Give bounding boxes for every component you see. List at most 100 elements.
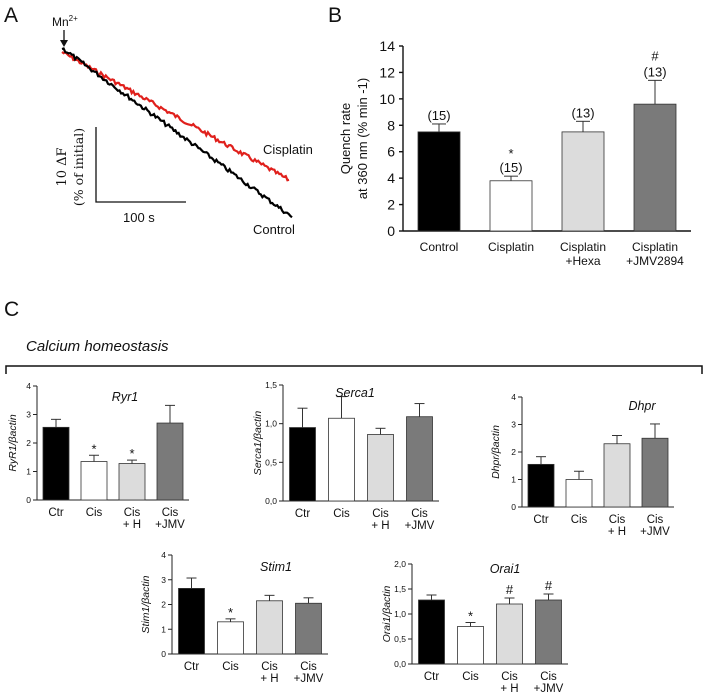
ryr1-category-label: Ctr <box>48 507 64 519</box>
quench-y-tick-label: 0 <box>387 223 395 239</box>
dhpr-title: Dhpr <box>628 399 656 413</box>
dhpr-bar <box>565 479 593 508</box>
serca1-bar <box>367 434 394 502</box>
scale-x-label: 100 s <box>123 210 155 225</box>
serca1-title: Serca1 <box>335 386 375 400</box>
control-trace <box>61 47 293 219</box>
quench-bar <box>489 180 533 232</box>
quench-y-tick-label: 2 <box>387 197 395 213</box>
ryr1-bar <box>42 426 70 501</box>
dhpr-y-label: Dhpr/βactin <box>490 425 502 479</box>
quench-count-label: (15) <box>499 160 522 175</box>
orai1-category-label: +JMV <box>534 683 564 695</box>
orai1-bar <box>535 599 562 665</box>
quench-count-label: (13) <box>643 64 666 79</box>
serca1-y-tick-label: 1,0 <box>265 419 277 429</box>
dhpr-category-label: Cis <box>571 514 588 526</box>
ryr1-y-tick-label: 0 <box>26 495 31 505</box>
orai1-y-tick-label: 0,5 <box>394 634 406 644</box>
ryr1-y-tick-label: 1 <box>26 467 31 477</box>
orai1-y-tick-label: 2,0 <box>394 559 406 569</box>
quench-y-tick-label: 14 <box>379 38 395 54</box>
orai1-category-label: Cis <box>501 671 518 683</box>
quench-y-tick-label: 12 <box>379 64 395 80</box>
serca1-category-label: Cis <box>411 508 428 520</box>
ryr1-category-label: Cis <box>162 507 179 519</box>
serca1-category-label: Ctr <box>295 508 311 520</box>
orai1-title: Orai1 <box>490 562 521 576</box>
dhpr-category-label: +JMV <box>640 526 670 538</box>
stim1-category-label: +JMV <box>294 673 324 685</box>
dhpr-y-tick-label: 0 <box>511 502 516 512</box>
quench-y-tick-label: 8 <box>387 117 395 133</box>
section-bracket <box>5 365 703 374</box>
dhpr-category-label: Cis <box>609 514 626 526</box>
mn-arrow-label: Mn2+ <box>52 14 78 29</box>
stim1-y-tick-label: 4 <box>161 550 166 560</box>
serca1-y-tick-label: 0,5 <box>265 457 277 467</box>
serca1-category-label: + H <box>371 520 389 532</box>
panel-letter-a: A <box>4 4 18 27</box>
quench-bar <box>417 131 461 232</box>
serca1-y-tick-label: 0,0 <box>265 496 277 506</box>
mn-arrow-head <box>60 40 68 47</box>
trace-label-cisplatin: Cisplatin <box>263 142 313 157</box>
panel-letter-b: B <box>328 4 342 27</box>
ryr1-y-label: RyR1/βactin <box>7 414 19 472</box>
dhpr-y-tick-label: 4 <box>511 392 516 402</box>
stim1-y-tick-label: 3 <box>161 575 166 585</box>
quench-category-label: +Hexa <box>565 254 600 268</box>
quench-y-label-2: at 360 nm (% min -1) <box>355 78 370 199</box>
stim1-y-tick-label: 1 <box>161 624 166 634</box>
orai1-y-tick-label: 0,0 <box>394 659 406 669</box>
ryr1-bar <box>80 461 108 501</box>
stim1-y-label: Stim1/βactin <box>140 575 152 633</box>
ryr1-y-tick-label: 3 <box>26 410 31 420</box>
ryr1-category-label: Cis <box>86 507 103 519</box>
orai1-significance-mark: # <box>506 582 514 597</box>
quench-count-label: (15) <box>427 108 450 123</box>
panel-letter-c: C <box>4 298 19 321</box>
quench-bar <box>561 131 605 232</box>
quench-category-label: Cisplatin <box>488 240 534 254</box>
orai1-category-label: Cis <box>462 671 479 683</box>
serca1-y-label: Serca1/βactin <box>252 411 264 476</box>
serca1-category-label: +JMV <box>405 520 435 532</box>
orai1-significance-mark: * <box>468 609 473 624</box>
ryr1-category-label: + H <box>123 519 141 531</box>
scale-y-label-1: 10 ΔF <box>55 147 70 186</box>
cisplatin-trace <box>61 50 290 182</box>
stim1-category-label: Cis <box>261 661 278 673</box>
ryr1-category-label: +JMV <box>155 519 185 531</box>
quench-rate-chart: 02468101214(15)Control(15)*Cisplatin(13)… <box>338 38 691 268</box>
quench-bar <box>633 103 677 232</box>
stim1-bar <box>256 600 283 655</box>
quench-category-label: Cisplatin <box>560 240 606 254</box>
trace-label-control: Control <box>253 222 295 237</box>
dhpr-y-tick-label: 3 <box>511 420 516 430</box>
dhpr-bar <box>603 443 631 508</box>
serca1-category-label: Cis <box>333 508 350 520</box>
dhpr-bar <box>527 463 555 508</box>
quench-y-label-1: Quench rate <box>338 103 353 175</box>
quench-category-label: Control <box>420 240 459 254</box>
serca1-y-tick-label: 1,5 <box>265 380 277 390</box>
stim1-bar <box>217 621 244 655</box>
serca1-bar <box>289 427 316 502</box>
quench-y-tick-label: 10 <box>379 91 395 107</box>
ryr1-y-tick-label: 2 <box>26 438 31 448</box>
stim1-bar <box>178 588 205 655</box>
serca1-bar <box>406 416 433 502</box>
quench-count-label: (13) <box>571 105 594 120</box>
orai1-y-tick-label: 1,0 <box>394 609 406 619</box>
ryr1-significance-mark: * <box>91 441 96 456</box>
ryr1-title: Ryr1 <box>112 390 138 404</box>
stim1-significance-mark: * <box>228 605 233 620</box>
orai1-y-tick-label: 1,5 <box>394 584 406 594</box>
scale-y-label-2: (% of initial) <box>71 128 86 206</box>
dhpr-bar <box>641 437 669 508</box>
ryr1-significance-mark: * <box>129 446 134 461</box>
